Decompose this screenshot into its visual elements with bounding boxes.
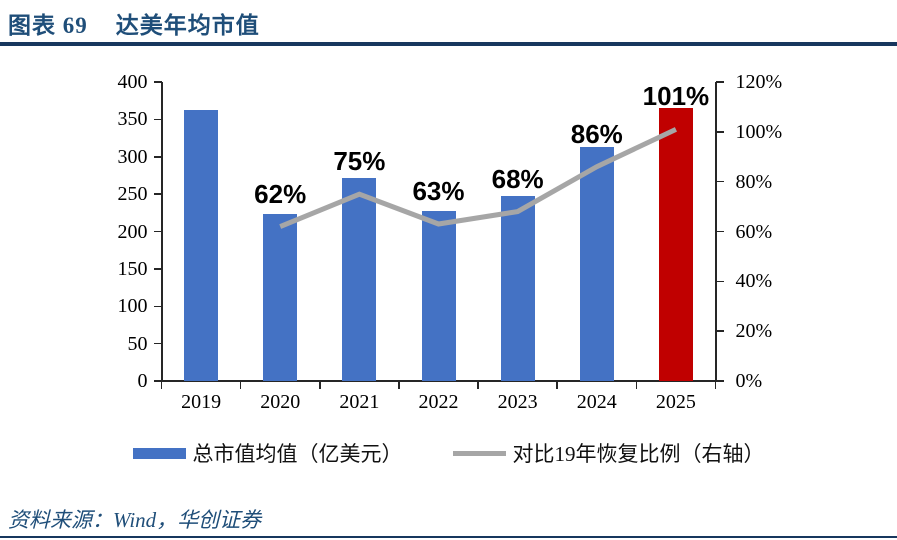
legend-item-recovery: 对比19年恢复比例（右轴） xyxy=(452,438,765,468)
right-axis-tick-label: 60% xyxy=(735,220,773,243)
x-axis-tick xyxy=(160,381,163,389)
x-axis-category-label: 2024 xyxy=(576,391,617,413)
x-axis-category-label: 2019 xyxy=(181,391,222,413)
x-axis-category-label: 2023 xyxy=(497,391,538,413)
x-axis-tick xyxy=(239,381,242,389)
market-cap-bar xyxy=(658,108,693,381)
recovery-point-label: 75% xyxy=(333,146,386,177)
left-axis-tick xyxy=(153,268,162,270)
left-axis-tick-label: 0 xyxy=(137,370,148,392)
market-cap-bar xyxy=(342,177,377,381)
left-axis-tick xyxy=(153,230,162,233)
legend-item-market-cap: 总市值均值（亿美元） xyxy=(132,438,403,468)
market-cap-bar xyxy=(263,213,298,381)
x-axis-category-label: 2020 xyxy=(260,391,301,413)
right-axis-tick xyxy=(715,330,724,332)
left-axis-tick-label: 100 xyxy=(117,295,148,318)
right-axis-tick-label: 40% xyxy=(735,270,773,293)
recovery-point-label: 68% xyxy=(491,163,544,194)
left-axis-tick-label: 400 xyxy=(117,71,148,93)
bar-series-swatch xyxy=(132,447,186,459)
title-divider xyxy=(0,42,897,46)
x-axis-category-label: 2022 xyxy=(418,391,459,413)
legend-label-recovery: 对比19年恢复比例（右轴） xyxy=(512,442,765,466)
x-axis-tick xyxy=(635,381,638,389)
left-axis-tick-label: 150 xyxy=(117,257,148,280)
x-axis-category-label: 2021 xyxy=(339,391,380,413)
left-axis-tick-label: 250 xyxy=(117,183,148,206)
x-axis-category-label: 2025 xyxy=(655,391,696,413)
left-axis-tick-label: 300 xyxy=(117,145,148,168)
chart-legend: 总市值均值（亿美元） 对比19年恢复比例（右轴） xyxy=(0,438,897,468)
right-axis-tick-label: 20% xyxy=(735,320,773,343)
right-axis-tick-label: 80% xyxy=(735,170,773,193)
line-series-swatch xyxy=(452,450,506,456)
figure-name: 达美年均市值 xyxy=(115,13,260,38)
x-axis-line xyxy=(160,380,717,382)
x-axis-tick xyxy=(398,381,400,389)
x-axis-tick xyxy=(477,381,479,389)
left-axis-tick xyxy=(153,380,162,382)
left-axis-tick xyxy=(153,305,162,307)
market-cap-bar xyxy=(184,109,219,381)
figure-label: 图表 69 xyxy=(8,13,88,38)
right-axis-tick-label: 120% xyxy=(735,71,783,93)
right-axis-tick xyxy=(715,81,724,83)
left-axis-tick xyxy=(153,156,162,158)
right-axis-tick-label: 100% xyxy=(735,120,783,143)
right-axis-tick xyxy=(715,131,724,133)
left-axis-tick-label: 350 xyxy=(117,108,148,131)
market-cap-bar xyxy=(421,210,456,381)
left-axis-tick xyxy=(153,342,162,345)
left-axis-tick-label: 50 xyxy=(127,332,148,355)
recovery-point-label: 62% xyxy=(254,178,307,209)
right-axis-tick xyxy=(715,280,724,283)
recovery-point-label: 101% xyxy=(642,81,710,112)
left-axis-tick xyxy=(153,193,162,195)
left-axis-tick xyxy=(153,118,162,121)
recovery-point-label: 86% xyxy=(570,118,623,149)
x-axis-tick xyxy=(319,381,321,389)
recovery-point-label: 63% xyxy=(412,176,465,207)
left-axis-line xyxy=(160,82,163,382)
legend-label-market-cap: 总市值均值（亿美元） xyxy=(192,442,403,466)
market-cap-bar xyxy=(500,196,535,381)
left-axis-tick-label: 200 xyxy=(117,220,148,243)
x-axis-tick xyxy=(714,381,717,389)
x-axis-tick xyxy=(556,381,558,389)
right-axis-tick xyxy=(715,180,724,183)
market-cap-bar xyxy=(579,147,614,381)
right-axis-tick xyxy=(715,230,724,233)
right-axis-tick-label: 0% xyxy=(735,370,763,392)
data-source: 资料来源：Wind，华创证券 xyxy=(8,508,262,532)
left-axis-tick xyxy=(153,81,162,83)
recovery-line-path xyxy=(279,127,677,229)
bottom-divider xyxy=(0,536,897,538)
figure-title: 图表 69 达美年均市值 xyxy=(8,6,260,40)
right-axis-tick xyxy=(715,380,724,382)
